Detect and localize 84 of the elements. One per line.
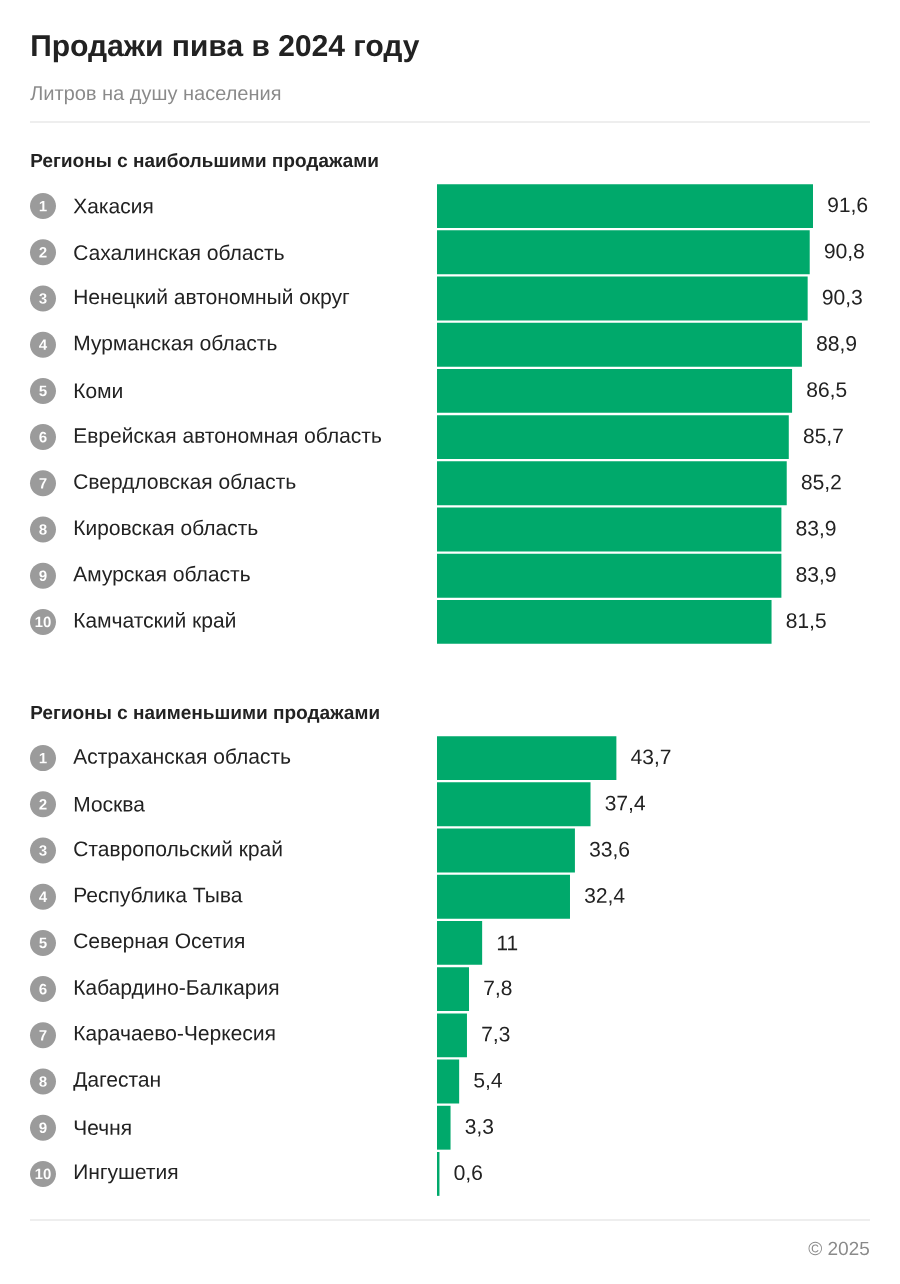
text: 1	[39, 200, 47, 212]
y-tick-label: Дагестан	[73, 1072, 160, 1091]
y-tick-label: Хакасия	[73, 198, 153, 214]
bar	[437, 599, 772, 644]
data-label: 85,2	[801, 474, 841, 492]
text: Регионы с наибольшими продажами	[31, 153, 378, 171]
data-label: 32,4	[584, 888, 625, 906]
data-label: 0,6	[454, 1165, 482, 1183]
bar	[437, 782, 591, 827]
data-label: 81,5	[786, 613, 826, 631]
data-label: 5,4	[474, 1072, 502, 1091]
data-label: 85,7	[803, 428, 843, 446]
bar	[437, 368, 793, 413]
y-tick-label: Республика Тыва	[74, 886, 243, 907]
data-label: 33,6	[589, 841, 630, 860]
text: 10	[35, 616, 51, 628]
y-tick-label: Амурская область	[73, 565, 250, 586]
data-label: 90,3	[822, 289, 862, 308]
text: 2	[39, 247, 47, 258]
text: 9	[39, 570, 47, 582]
text: 6	[39, 431, 47, 443]
bar	[437, 184, 813, 229]
text: Продажи пива в 2024 году	[32, 35, 420, 63]
bar	[437, 276, 808, 321]
data-label: 83,9	[796, 567, 836, 585]
bar	[437, 415, 789, 460]
bar	[437, 461, 787, 506]
bar	[437, 1013, 467, 1058]
bar	[437, 1059, 460, 1104]
text: 7	[39, 478, 47, 489]
y-tick-label: Москва	[74, 796, 145, 812]
text: 5	[39, 385, 47, 397]
text: 3	[39, 845, 47, 856]
data-label: 91,6	[828, 197, 868, 215]
y-tick-label: Ингушетия	[74, 1164, 178, 1184]
data-label: 37,4	[605, 795, 645, 813]
data-label: 7,3	[482, 1026, 510, 1044]
data-label: 11	[497, 935, 518, 951]
bar	[437, 736, 617, 781]
text: 9	[39, 1122, 47, 1134]
bar	[437, 920, 483, 965]
data-label: 43,7	[631, 749, 671, 767]
y-tick-label: Кировская область	[74, 519, 258, 540]
y-tick-label: Карачаево-Черкесия	[74, 1025, 275, 1045]
text: 1	[39, 752, 47, 764]
text: 8	[39, 1076, 47, 1087]
text: 2	[39, 799, 47, 810]
y-tick-label: Северная Осетия	[74, 933, 244, 953]
text: © 2025	[808, 1241, 869, 1256]
bar	[437, 1105, 451, 1150]
data-label: 86,5	[807, 382, 847, 400]
y-tick-label: Еврейская автономная область	[74, 427, 382, 448]
y-tick-label: Мурманская область	[74, 334, 277, 355]
text: Регионы с наименьшими продажами	[31, 705, 379, 723]
text: 5	[39, 937, 47, 949]
text: 4	[39, 891, 48, 902]
y-tick-label: Камчатский край	[74, 611, 235, 632]
bar	[437, 507, 782, 552]
y-tick-label: Ставропольский край	[74, 840, 282, 861]
text: 4	[39, 339, 48, 350]
bar	[437, 230, 810, 275]
data-label: 83,9	[796, 520, 836, 539]
data-label: 88,9	[817, 336, 856, 354]
y-tick-label: Сахалинская область	[74, 244, 284, 261]
y-tick-label: Кабардино-Балкария	[74, 979, 279, 999]
y-tick-label: Ненецкий автономный округ	[74, 288, 350, 309]
data-label: 7,8	[484, 980, 512, 998]
bar	[437, 828, 575, 873]
y-tick-label: Чечня	[74, 1120, 131, 1136]
data-label: 90,8	[824, 243, 864, 261]
text: 6	[39, 983, 47, 995]
data-label: 3,3	[465, 1119, 494, 1137]
y-tick-label: Коми	[74, 383, 122, 399]
y-tick-label: Свердловская область	[74, 473, 296, 494]
bar	[437, 874, 570, 919]
text: 7	[39, 1030, 47, 1041]
bar	[437, 553, 782, 598]
bar	[437, 322, 802, 367]
y-tick-label: Астраханская область	[73, 748, 291, 768]
text: Литров на душу населения	[30, 86, 281, 105]
text: 8	[39, 524, 47, 535]
text: 10	[35, 1168, 51, 1180]
bar	[437, 967, 470, 1012]
text: 3	[39, 293, 47, 304]
